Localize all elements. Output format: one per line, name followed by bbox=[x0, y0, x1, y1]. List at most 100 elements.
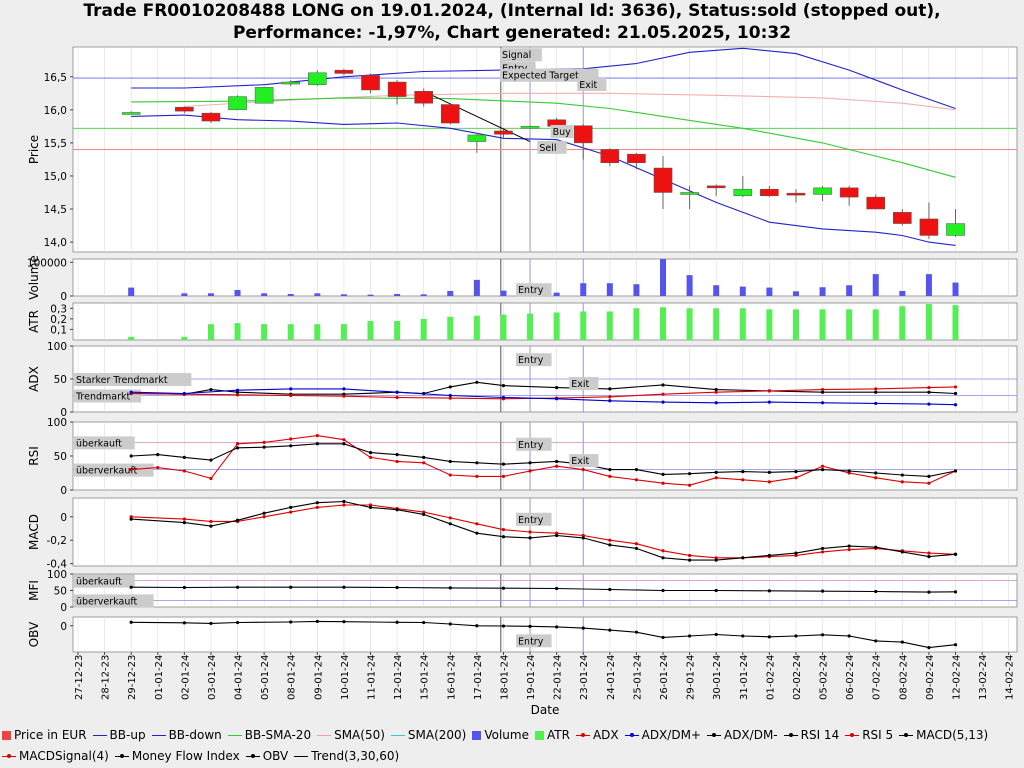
chart-legend: Price in EUR BB-up BB-down BB-SMA-20 SMA(50)… bbox=[2, 725, 1022, 767]
atr-bar-14 bbox=[527, 313, 534, 340]
adx-dm-minus-line-point-18 bbox=[927, 390, 931, 394]
macd-line-point-29 bbox=[927, 555, 931, 559]
x-tick-label-5: 03-01-24 bbox=[207, 655, 218, 700]
mfi-tick-label-2: 100 bbox=[47, 569, 67, 581]
legend-item-16: OBV bbox=[245, 746, 288, 767]
obv-line-point-7 bbox=[395, 620, 399, 624]
adx-tick-label-0: 0 bbox=[60, 407, 67, 419]
rsi14-line-point-18 bbox=[608, 468, 612, 472]
obv-line-point-23 bbox=[820, 633, 825, 637]
macd-signal-line-point-4 bbox=[262, 515, 266, 519]
candle-body-29 bbox=[919, 218, 939, 236]
obv-line-point-13 bbox=[555, 625, 559, 629]
volume-bar-11 bbox=[447, 290, 454, 296]
obv-line-point-14 bbox=[581, 626, 585, 630]
rsi14-line-point-27 bbox=[847, 469, 851, 473]
atr-bar-4 bbox=[261, 324, 268, 340]
macd-signal-line-point-12 bbox=[475, 522, 479, 526]
mfi-tick-label-0: 0 bbox=[60, 602, 67, 614]
obv-line-point-15 bbox=[608, 628, 612, 632]
legend-label-7: ATR bbox=[546, 728, 570, 742]
legend-swatch-5 bbox=[390, 735, 405, 736]
candle-body-11 bbox=[440, 104, 460, 124]
volume-bar-29 bbox=[925, 274, 932, 296]
legend-label-13: MACD(5,13) bbox=[916, 728, 989, 742]
price-annotation-4: Buy bbox=[553, 127, 572, 138]
legend-swatch-16 bbox=[245, 752, 260, 761]
x-tick-label-27: 02-02-24 bbox=[792, 655, 803, 700]
atr-bar-28 bbox=[899, 306, 906, 340]
rsi14-line-point-29 bbox=[900, 473, 904, 477]
macd-line-point-24 bbox=[794, 551, 798, 555]
macd-signal-line-point-20 bbox=[688, 553, 692, 558]
rsi14-line-point-13 bbox=[475, 461, 479, 465]
atr-bar-27 bbox=[872, 309, 879, 340]
volume-bar-26 bbox=[846, 285, 853, 296]
rsi14-line-point-5 bbox=[262, 445, 266, 449]
x-tick-label-1: 28-12-23 bbox=[101, 655, 112, 700]
atr-tick-label-0: 0,1 bbox=[50, 324, 67, 336]
mfi-hline-label-0: überkauft bbox=[76, 577, 122, 588]
rsi5-line-point-8 bbox=[342, 438, 346, 442]
rsi14-line-point-28 bbox=[874, 471, 878, 475]
adx-line-point-3 bbox=[289, 393, 293, 398]
candle-body-18 bbox=[627, 153, 646, 163]
macd-ylabel: MACD bbox=[27, 514, 41, 550]
atr-bar-12 bbox=[473, 315, 480, 340]
rsi-hline-label-1: überverkauft bbox=[76, 466, 138, 477]
title-line-1: Trade FR0010208488 LONG on 19.01.2024, (… bbox=[83, 1, 941, 21]
obv-line-point-18 bbox=[688, 634, 692, 638]
adx-hline-label-1-bg bbox=[74, 389, 141, 403]
rsi14-line-point-22 bbox=[714, 470, 718, 474]
rsi14-line-point-10 bbox=[395, 453, 399, 457]
macd-line-point-0 bbox=[129, 517, 133, 521]
rsi14-line-point-0 bbox=[129, 454, 133, 458]
macd-line-point-18 bbox=[634, 546, 639, 551]
macd-line-point-26 bbox=[847, 544, 851, 548]
adx-dm-minus-line bbox=[131, 381, 956, 395]
rsi-tick-label-0: 0 bbox=[60, 485, 67, 497]
atr-bar-26 bbox=[846, 309, 853, 340]
rsi14-line bbox=[131, 443, 956, 477]
atr-bar-7 bbox=[340, 324, 347, 340]
atr-bar-19 bbox=[660, 307, 667, 340]
adx-dm-plus-line-point-9 bbox=[608, 399, 612, 403]
obv-line-point-4 bbox=[289, 620, 293, 624]
price-annotation-5-bg bbox=[537, 140, 567, 154]
price-tick-label-2: 15,0 bbox=[44, 171, 67, 183]
adx-dm-minus-line-point-14 bbox=[714, 387, 718, 392]
legend-label-14: MACDSignal(4) bbox=[19, 749, 109, 763]
rsi14-line-point-25 bbox=[794, 470, 798, 474]
macd-line-point-21 bbox=[714, 558, 718, 562]
rsi5-line-point-28 bbox=[874, 476, 878, 480]
atr-bar-18 bbox=[633, 308, 640, 340]
legend-item-3: BB-SMA-20 bbox=[227, 725, 312, 746]
legend-swatch-12 bbox=[845, 731, 860, 740]
macd-line-point-16 bbox=[581, 536, 585, 540]
obv-line-point-5 bbox=[315, 619, 319, 623]
legend-label-3: BB-SMA-20 bbox=[244, 728, 312, 742]
x-tick-label-9: 09-01-24 bbox=[313, 655, 324, 700]
legend-item-10: ADX/DM- bbox=[706, 725, 778, 746]
atr-bar-21 bbox=[713, 308, 720, 340]
candle-body-27 bbox=[866, 196, 886, 210]
macd-line-point-17 bbox=[608, 543, 612, 547]
volume-bar-4 bbox=[261, 293, 268, 296]
price-annotation-0: Signal bbox=[502, 50, 531, 61]
atr-bar-6 bbox=[314, 324, 321, 340]
volume-bar-27 bbox=[872, 274, 879, 296]
rsi-hline-label-0: überkauft bbox=[76, 438, 122, 449]
obv-line-point-8 bbox=[422, 620, 426, 625]
mfi-panel bbox=[72, 573, 1018, 608]
rsi14-line-point-7 bbox=[315, 442, 319, 446]
rsi-annotation-0: Entry bbox=[518, 440, 544, 451]
atr-bar-29 bbox=[925, 304, 932, 340]
x-tick-label-24: 30-01-24 bbox=[712, 655, 723, 700]
x-tick-label-28: 05-02-24 bbox=[819, 655, 830, 700]
volume-bar-16 bbox=[580, 283, 587, 296]
macd-line-point-6 bbox=[315, 501, 319, 505]
mfi-line-point-6 bbox=[448, 586, 452, 590]
rsi-annotation-0-bg bbox=[516, 437, 552, 451]
adx-annotation-1: Exit bbox=[571, 379, 589, 390]
legend-item-9: ADX/DM+ bbox=[624, 725, 701, 746]
